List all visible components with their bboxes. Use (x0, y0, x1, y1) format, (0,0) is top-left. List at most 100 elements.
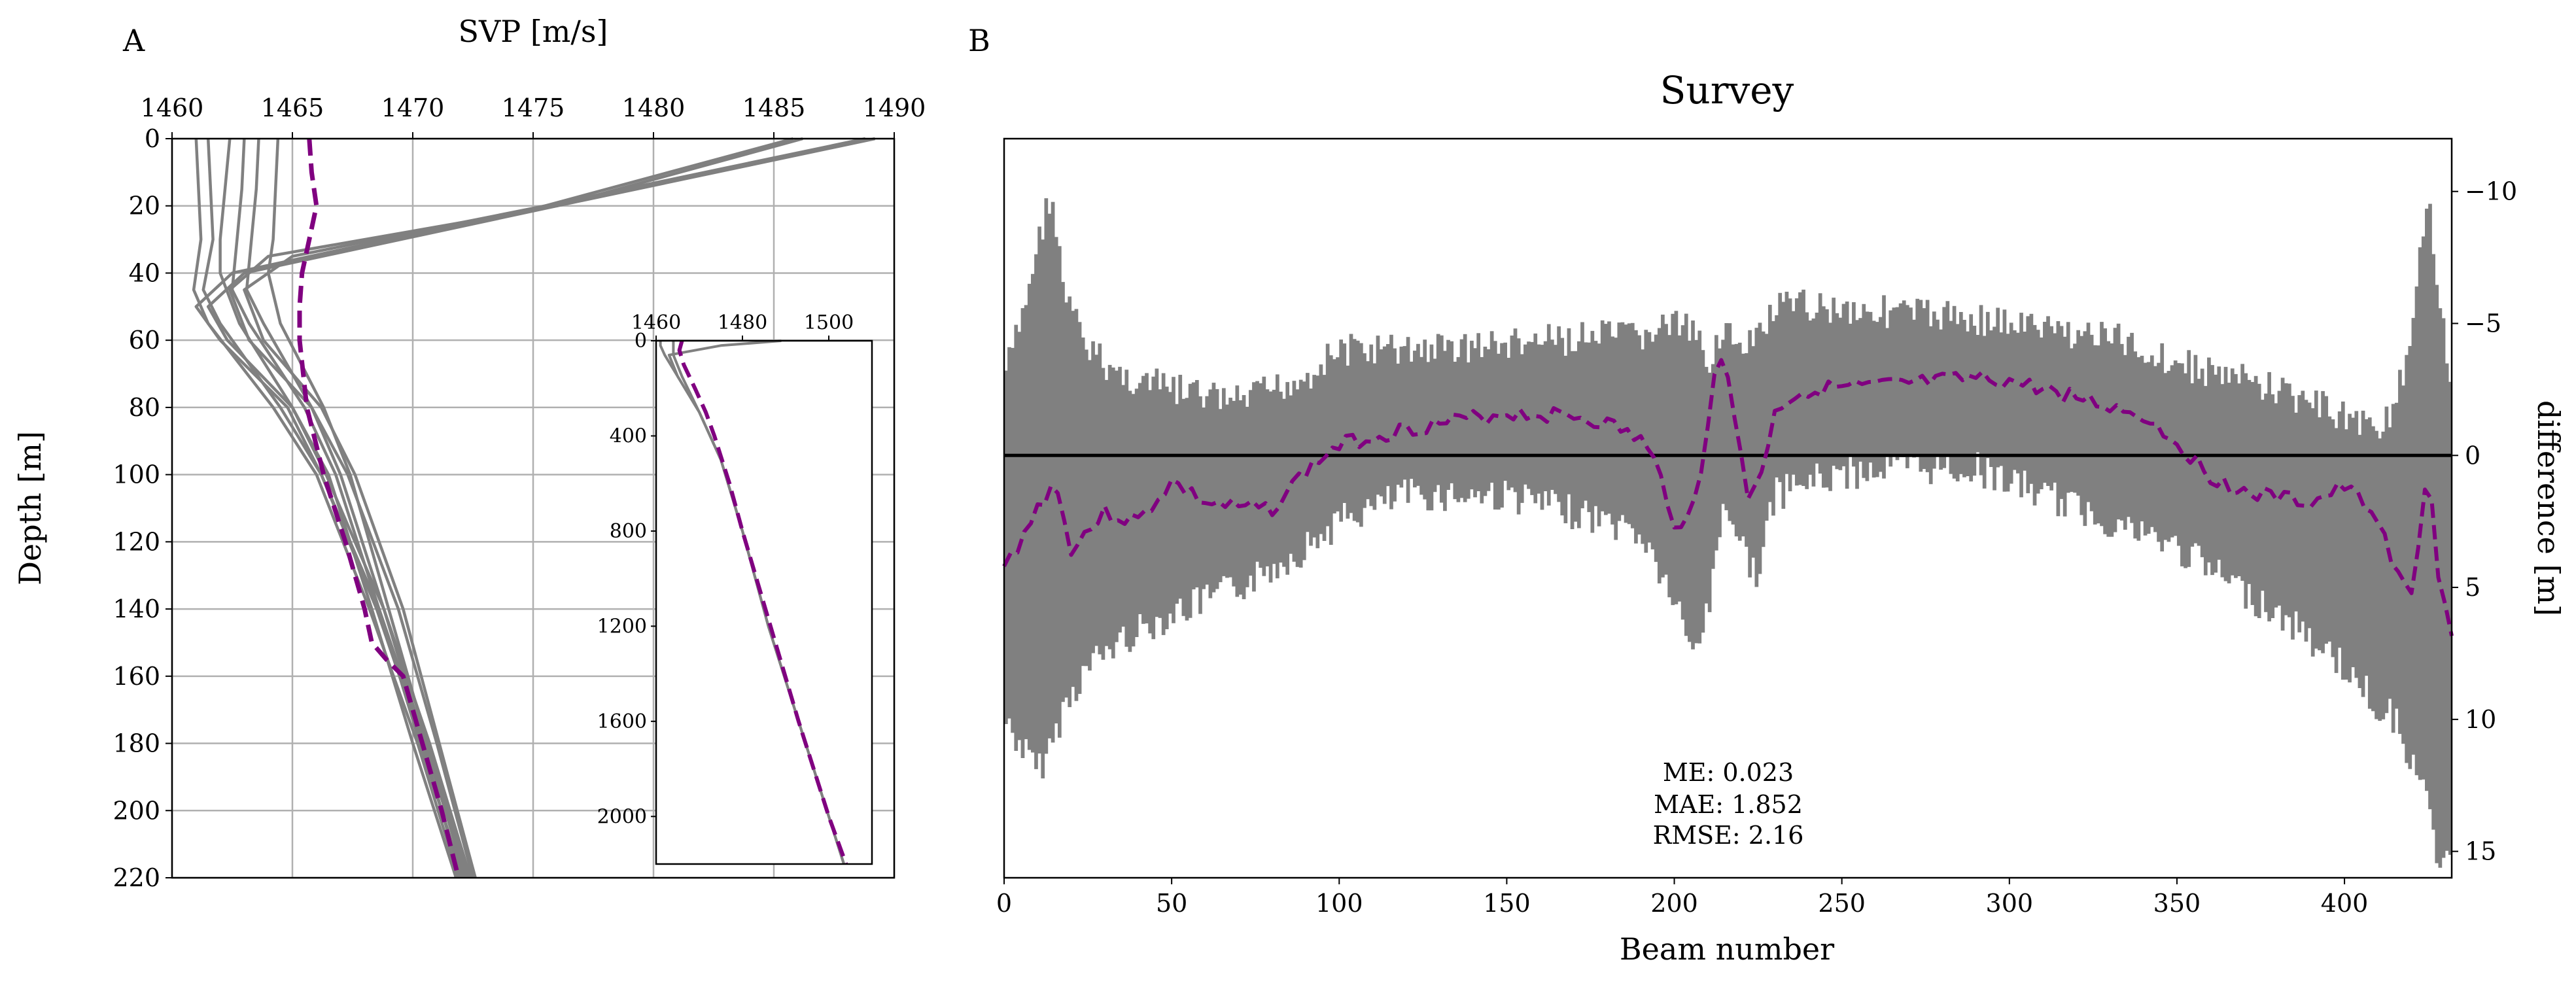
difference-bar (1329, 355, 1333, 545)
difference-bar (2100, 322, 2104, 527)
difference-bar (2394, 402, 2399, 709)
difference-bar (1389, 334, 1393, 510)
difference-bar (1680, 325, 1685, 620)
difference-bar (1567, 328, 1571, 494)
difference-bar (1754, 328, 1759, 587)
difference-bar (2401, 385, 2405, 744)
depth-tick-label: 60 (129, 326, 160, 355)
difference-bar (1185, 398, 1189, 621)
difference-bar (1627, 323, 1631, 525)
difference-tick-label: −10 (2465, 177, 2517, 206)
difference-bar (1788, 298, 1792, 492)
difference-bar (1017, 332, 1022, 740)
difference-bar (2170, 365, 2174, 538)
difference-bar (1667, 335, 1672, 598)
difference-bar (1382, 346, 1387, 504)
difference-bar (1718, 348, 1722, 538)
difference-bar (1369, 344, 1374, 506)
difference-bar (2375, 430, 2378, 719)
difference-bar (1882, 295, 1886, 479)
difference-bar (2431, 254, 2435, 830)
difference-bar (2327, 416, 2332, 642)
difference-bar (1791, 311, 1796, 475)
difference-bar (1540, 345, 1544, 510)
difference-bar (1489, 331, 1494, 483)
difference-bar (1349, 334, 1353, 513)
difference-bar (1721, 339, 1725, 504)
difference-bar (2063, 336, 2067, 517)
difference-bar (1020, 308, 1025, 759)
difference-bar (1433, 358, 1437, 493)
difference-bar (2146, 362, 2151, 534)
difference-bar (1054, 237, 1058, 723)
difference-bar (2043, 322, 2047, 483)
difference-bar (1516, 338, 1521, 515)
difference-bar (2019, 313, 2023, 498)
difference-bar (1928, 326, 1933, 485)
difference-bar (1255, 381, 1259, 562)
difference-bar (1118, 366, 1122, 632)
svp-plot-frame (171, 137, 896, 879)
difference-bar (2234, 373, 2238, 578)
difference-bar (1161, 373, 1166, 635)
inset-y-tick-label: 2000 (597, 805, 647, 828)
difference-bar (1145, 373, 1149, 624)
depth-tick-label: 160 (113, 662, 160, 691)
survey-ticks: 0 50 100 150 200 250 300 350 400 −10 −5 0 5 10 15 (996, 177, 2517, 918)
difference-bar (1238, 400, 1243, 595)
difference-bar (2411, 318, 2416, 755)
difference-bar (1570, 351, 1575, 529)
difference-bar (2271, 394, 2275, 618)
difference-bar (1630, 322, 1635, 528)
difference-bar (1537, 344, 1541, 494)
difference-bar (2445, 363, 2449, 851)
difference-bar (2217, 366, 2221, 560)
difference-bar (1714, 335, 1718, 551)
difference-bar (2254, 375, 2258, 617)
difference-bar (1268, 391, 1273, 583)
difference-bar (1677, 335, 1682, 602)
difference-bar (2398, 370, 2402, 735)
inset-mean-line (677, 340, 848, 865)
difference-bar (1158, 389, 1162, 618)
difference-bar (1030, 273, 1035, 753)
difference-bar (1128, 390, 1132, 652)
difference-bar (2337, 411, 2342, 648)
difference-bar (1500, 343, 1504, 508)
beam-tick-label: 150 (1483, 889, 1531, 918)
stat-mae: MAE: 1.852 (1654, 790, 1803, 819)
difference-bar (1949, 320, 1953, 474)
difference-bar (1976, 335, 1980, 453)
stat-rmse: RMSE: 2.16 (1653, 821, 1804, 850)
difference-bar (2223, 366, 2228, 581)
difference-bar (1115, 370, 1119, 642)
difference-bar (1061, 282, 1065, 702)
difference-bar (1741, 353, 1745, 537)
difference-bar (1342, 343, 1347, 503)
difference-bar (1554, 345, 1558, 494)
difference-bar (2230, 368, 2235, 576)
difference-bar (1007, 347, 1011, 719)
difference-bar (1781, 302, 1786, 509)
difference-bar (2006, 334, 2010, 492)
depth-tick-label: 100 (113, 460, 160, 489)
difference-bar (1885, 328, 1889, 456)
inset-x-tick-label: 1460 (631, 311, 681, 334)
difference-bar (1221, 388, 1226, 576)
difference-bars (1004, 198, 2452, 868)
survey-title: Survey (1660, 68, 1794, 113)
difference-bar (2304, 400, 2308, 642)
depth-tick-label: 20 (129, 192, 160, 220)
difference-bar (1426, 362, 1431, 511)
difference-bar (1593, 341, 1598, 506)
difference-bar (2012, 330, 2017, 470)
difference-bar (2076, 330, 2080, 496)
difference-bar (2425, 209, 2429, 791)
difference-bar (1480, 356, 1484, 504)
difference-bar (1084, 349, 1088, 667)
difference-bar (2348, 413, 2352, 683)
difference-bar (1476, 333, 1481, 491)
difference-bar (2116, 323, 2121, 520)
difference-bar (1624, 324, 1628, 523)
difference-bar (1275, 374, 1279, 579)
